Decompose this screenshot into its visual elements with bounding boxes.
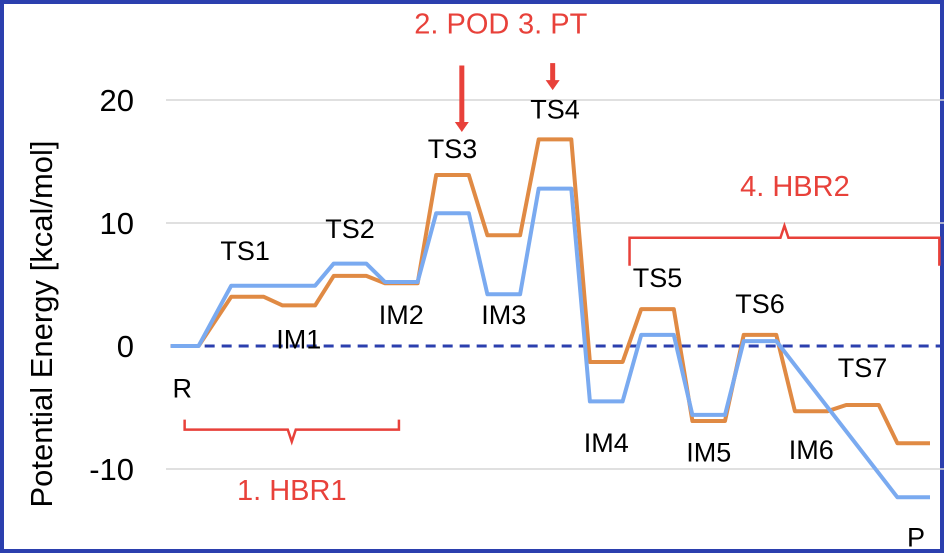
y-tick-label: -10 <box>89 452 134 487</box>
series-line-blue <box>170 186 930 500</box>
y-tick-label: 0 <box>117 329 134 364</box>
point-label: IM4 <box>584 428 629 458</box>
annotation-bracket <box>183 419 401 446</box>
point-label: IM1 <box>276 324 321 354</box>
point-label: IM5 <box>686 438 731 468</box>
y-tick-label: 20 <box>100 83 134 118</box>
point-label-group: R TS1 IM1 TS2 IM2 TS3 IM3 TS4 IM4 TS5 IM5 TS6 IM6 TS7… <box>173 94 926 552</box>
point-label: TS5 <box>633 263 683 293</box>
point-label: TS7 <box>838 353 888 383</box>
point-label: TS6 <box>735 289 785 319</box>
annotation-group: 1. HBR1 2. POD 3. PT 4. HBR2 <box>183 9 941 507</box>
point-label: R <box>173 374 193 404</box>
gridlines <box>166 99 944 470</box>
y-tick-label: 10 <box>100 206 134 241</box>
point-label: IM6 <box>789 435 834 465</box>
energy-profile-chart: 20 10 0 -10 R TS1 IM1 TS2 IM2 TS3 IM3 TS4 IM4 TS5 IM5… <box>24 9 944 552</box>
point-label: IM3 <box>481 300 526 330</box>
point-label: P <box>907 522 925 552</box>
series-line-orange <box>170 137 930 446</box>
point-label: TS4 <box>530 94 580 124</box>
annotation-arrow-head <box>454 121 469 132</box>
point-label: TS3 <box>428 134 478 164</box>
point-label: IM2 <box>379 300 424 330</box>
series-group <box>170 137 930 500</box>
point-label: TS2 <box>325 214 375 244</box>
point-label: TS1 <box>220 236 270 266</box>
annotation-label: 1. HBR1 <box>237 475 347 507</box>
annotation-arrow-head <box>545 80 560 91</box>
annotation-label: 2. POD <box>414 9 509 41</box>
annotation-bracket <box>628 221 941 266</box>
annotation-label: 4. HBR2 <box>740 171 850 203</box>
y-tick-labels: 20 10 0 -10 <box>89 83 134 487</box>
annotation-label: 3. PT <box>518 9 588 41</box>
y-axis-label: Potential Energy [kcal/mol] <box>24 140 59 507</box>
